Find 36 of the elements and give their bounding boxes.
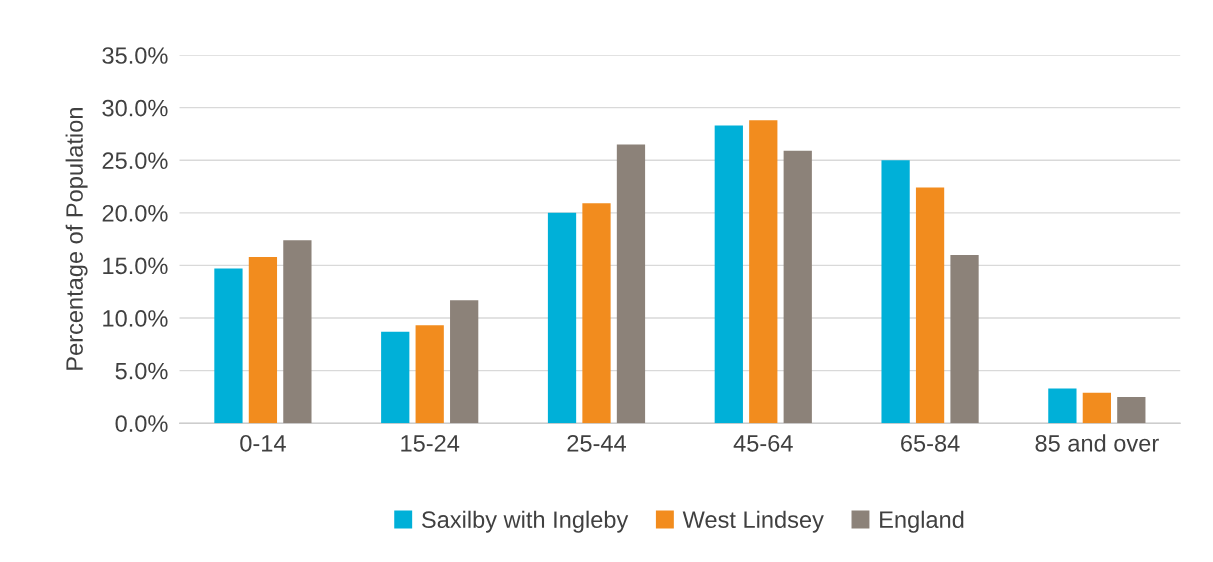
bar (248, 257, 278, 424)
y-tick-label: 30.0% (102, 99, 168, 117)
bar (1048, 388, 1077, 424)
bar (214, 268, 243, 424)
y-axis-title: Percentage of Population (65, 108, 88, 370)
x-tick-label: 15-24 (401, 434, 460, 452)
bar (582, 203, 611, 424)
bar (381, 331, 410, 424)
bar (415, 325, 444, 424)
legend-label: Saxilby with Ingleby (421, 510, 629, 533)
y-tick-label: 15.0% (103, 257, 168, 275)
bar (714, 125, 743, 424)
bar (547, 212, 577, 424)
x-tick-label: 85 and over (1035, 434, 1159, 452)
y-tick-label: 20.0% (102, 204, 168, 222)
bar (783, 150, 812, 424)
bar (1117, 396, 1146, 424)
y-tick-label: 0.0% (115, 415, 168, 432)
y-tick-label: 25.0% (102, 152, 168, 170)
x-tick-label: 65-84 (901, 434, 960, 452)
bar (283, 240, 312, 424)
bar (1082, 392, 1111, 424)
bar (881, 160, 910, 424)
y-tick-label: 5.0% (115, 362, 168, 380)
bar (915, 187, 945, 424)
x-tick-label: 45-64 (733, 434, 793, 452)
x-tick-label: 25-44 (567, 434, 626, 452)
y-tick-label: 35.0% (102, 47, 168, 64)
bar (950, 254, 979, 424)
legend-label: England (880, 510, 964, 533)
x-tick-label: 0-14 (240, 434, 286, 452)
bar (450, 300, 479, 424)
bar (749, 120, 778, 424)
legend-label: West Lindsey (682, 510, 824, 533)
y-tick-label: 10.0% (103, 310, 168, 327)
bar (616, 144, 646, 424)
